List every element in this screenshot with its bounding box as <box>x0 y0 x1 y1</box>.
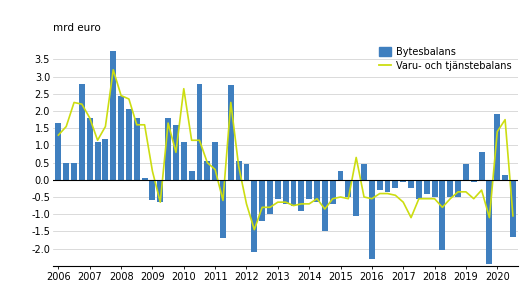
Bar <box>400 180 406 182</box>
Bar <box>259 180 265 221</box>
Bar <box>322 180 328 231</box>
Bar <box>282 180 289 204</box>
Text: mrd euro: mrd euro <box>53 23 101 33</box>
Bar <box>204 161 210 180</box>
Bar <box>212 142 218 180</box>
Bar <box>510 180 516 236</box>
Bar <box>165 118 171 180</box>
Bar <box>173 125 179 180</box>
Bar <box>338 171 343 180</box>
Bar <box>56 123 61 180</box>
Bar <box>126 109 132 180</box>
Bar <box>330 180 335 204</box>
Bar <box>87 118 93 180</box>
Bar <box>157 180 163 202</box>
Bar <box>353 180 359 216</box>
Bar <box>361 164 367 180</box>
Bar <box>103 139 108 180</box>
Bar <box>298 180 304 211</box>
Bar <box>455 180 461 197</box>
Legend: Bytesbalans, Varu- och tjänstebalans: Bytesbalans, Varu- och tjänstebalans <box>378 45 514 73</box>
Bar <box>440 180 445 250</box>
Bar <box>71 162 77 180</box>
Bar <box>448 180 453 197</box>
Bar <box>196 84 203 180</box>
Bar <box>275 180 281 199</box>
Bar <box>111 51 116 180</box>
Bar <box>487 180 492 264</box>
Bar <box>118 95 124 180</box>
Bar <box>236 161 242 180</box>
Bar <box>63 162 69 180</box>
Bar <box>479 152 485 180</box>
Bar <box>432 180 437 197</box>
Bar <box>251 180 257 252</box>
Bar <box>502 175 508 180</box>
Bar <box>142 178 148 180</box>
Bar <box>471 180 477 182</box>
Bar <box>377 180 382 190</box>
Bar <box>494 114 500 180</box>
Bar <box>150 180 156 201</box>
Bar <box>95 142 101 180</box>
Bar <box>408 180 414 188</box>
Bar <box>243 164 249 180</box>
Bar <box>306 180 312 199</box>
Bar <box>463 164 469 180</box>
Bar <box>345 180 351 197</box>
Bar <box>290 180 296 206</box>
Bar <box>181 142 187 180</box>
Bar <box>416 180 422 199</box>
Bar <box>393 180 398 188</box>
Bar <box>79 84 85 180</box>
Bar <box>314 180 320 202</box>
Bar <box>134 118 140 180</box>
Bar <box>220 180 226 238</box>
Bar <box>369 180 375 259</box>
Bar <box>267 180 273 214</box>
Bar <box>189 171 195 180</box>
Bar <box>385 180 390 192</box>
Bar <box>424 180 430 194</box>
Bar <box>228 85 234 180</box>
